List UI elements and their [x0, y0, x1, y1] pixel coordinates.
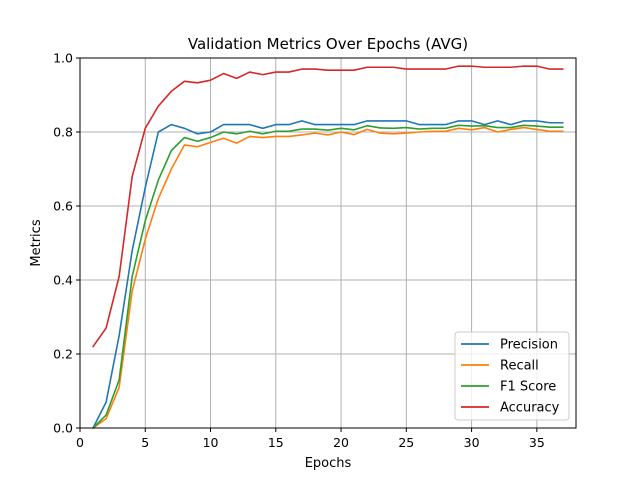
- legend: Precision Recall F1 Score Accuracy: [454, 331, 570, 421]
- series-line-f1-score: [92, 124, 564, 429]
- y-tick-label: 0.0: [53, 421, 73, 436]
- chart-title: Validation Metrics Over Epochs (AVG): [188, 35, 468, 53]
- y-tick-label: 0.8: [53, 125, 73, 140]
- axis-ticks: 0 5 10 15 20 25 30 35 0.0 0.2 0.4 0.6 0.8 1.0: [53, 51, 545, 451]
- y-tick-label: 1.0: [53, 51, 73, 66]
- x-tick-label: 0: [76, 435, 84, 450]
- x-tick-label: 10: [203, 435, 219, 450]
- x-tick-label: 25: [398, 435, 414, 450]
- legend-label-f1-score: F1 Score: [500, 380, 556, 395]
- series-line-precision: [92, 120, 564, 429]
- x-tick-label: 30: [464, 435, 480, 450]
- x-tick-label: 15: [268, 435, 284, 450]
- y-tick-label: 0.6: [53, 199, 73, 214]
- y-tick-label: 0.2: [53, 347, 73, 362]
- legend-label-recall: Recall: [500, 359, 539, 374]
- legend-label-accuracy: Accuracy: [500, 401, 560, 416]
- series-lines: [92, 65, 564, 429]
- y-tick-label: 0.4: [53, 273, 73, 288]
- legend-entries: Precision Recall F1 Score Accuracy: [461, 338, 560, 416]
- x-axis-label: Epochs: [305, 456, 352, 471]
- series-line-accuracy: [92, 65, 564, 348]
- x-tick-label: 5: [141, 435, 149, 450]
- x-tick-label: 20: [333, 435, 349, 450]
- legend-box: [454, 331, 570, 421]
- series-line-recall: [92, 126, 564, 429]
- plot-frame: [79, 57, 577, 429]
- y-axis-label: Metrics: [29, 219, 44, 266]
- legend-label-precision: Precision: [500, 338, 558, 353]
- x-tick-label: 35: [529, 435, 545, 450]
